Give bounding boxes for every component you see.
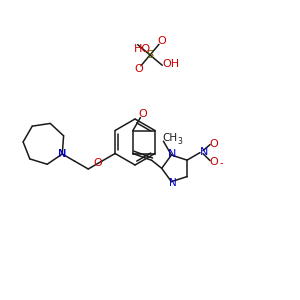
Text: O: O — [157, 36, 166, 46]
Text: O: O — [210, 157, 218, 166]
Text: O: O — [139, 109, 147, 119]
Text: N: N — [168, 149, 177, 159]
Text: -: - — [219, 158, 223, 168]
Text: N: N — [58, 149, 66, 159]
Text: 3: 3 — [177, 137, 182, 146]
Text: N: N — [169, 178, 176, 188]
Text: CH: CH — [163, 133, 178, 143]
Text: O: O — [134, 64, 143, 74]
Text: OH: OH — [163, 59, 180, 69]
Text: S: S — [146, 50, 154, 60]
Text: N: N — [200, 147, 208, 157]
Text: O: O — [210, 139, 218, 148]
Text: O: O — [94, 158, 103, 168]
Text: N: N — [58, 149, 66, 159]
Text: HO: HO — [134, 44, 151, 54]
